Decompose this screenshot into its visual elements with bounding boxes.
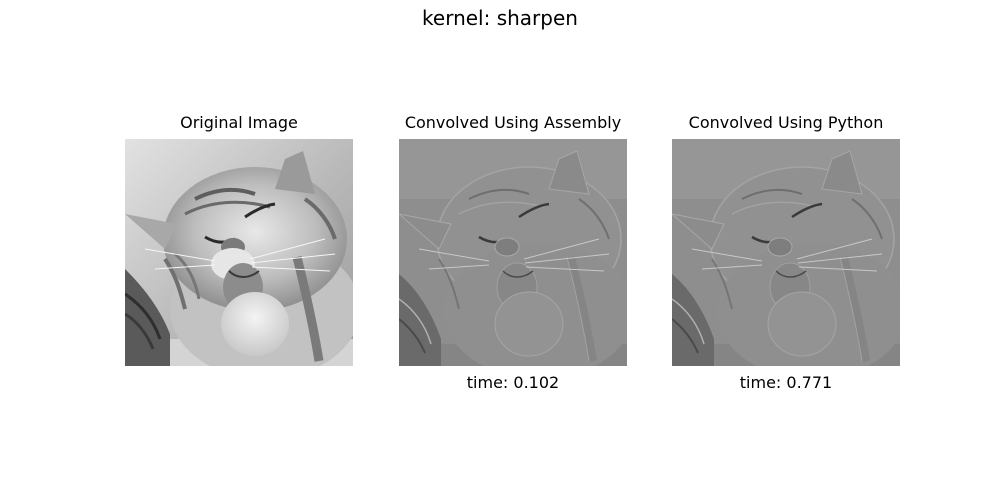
cat-photo-original-image [125, 139, 353, 366]
panel-title: Original Image [180, 113, 298, 132]
cat-photo-sharpened-assembly-image [399, 139, 627, 366]
panel-title: Convolved Using Python [688, 113, 884, 132]
figure-title: kernel: sharpen [422, 6, 578, 30]
panel-caption-time: time: 0.771 [739, 373, 833, 392]
panel-title: Convolved Using Assembly [404, 113, 622, 132]
cat-photo-sharpened-python-image [672, 139, 900, 366]
panel-caption-time: time: 0.102 [466, 373, 560, 392]
